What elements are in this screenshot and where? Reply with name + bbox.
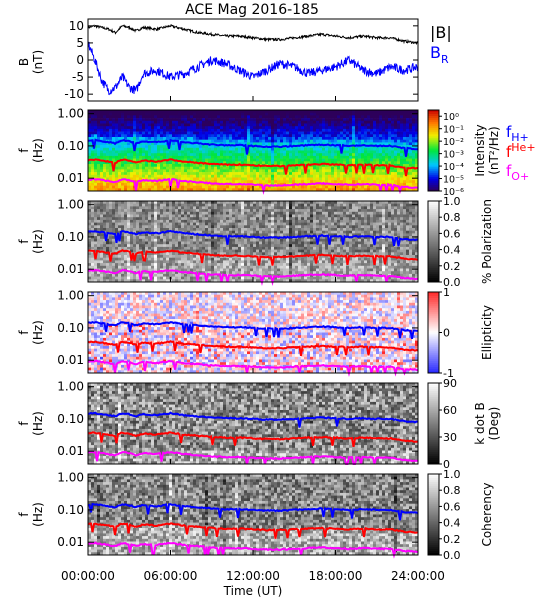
colorbar-label: k dot B bbox=[473, 402, 487, 444]
y-tick-label: 5 bbox=[76, 36, 84, 50]
colorbar-tick-label: 0.4 bbox=[443, 244, 461, 257]
y-tick-label: 1.00 bbox=[57, 289, 84, 303]
legend-f-he: fHe+ bbox=[506, 141, 536, 161]
chart-title: ACE Mag 2016-185 bbox=[185, 2, 319, 18]
colorbar-tick-label: 60 bbox=[443, 404, 457, 417]
y-axis-label: f bbox=[17, 421, 31, 426]
colorbar-tick-label: 10⁰ bbox=[443, 112, 459, 123]
x-tick-label: 18:00:00 bbox=[309, 569, 363, 583]
colorbar-coherency: 1.0 0.8 0.6 0.4 0.2 0.0 Coherency bbox=[428, 468, 494, 562]
series-line-b-radial bbox=[88, 41, 418, 95]
y-tick-label: 0.10 bbox=[57, 230, 84, 244]
colorbar-polarization: 1.00.80.60.40.20.0% Polarization bbox=[428, 195, 494, 289]
colorbar-tick-label: 10⁻² bbox=[443, 137, 464, 148]
colorbar-tick-label: 10⁻⁵ bbox=[443, 175, 464, 186]
y-tick-label: 1.00 bbox=[57, 380, 84, 394]
heatmap-intensity bbox=[88, 110, 418, 191]
x-tick-label: 00:00:00 bbox=[61, 569, 115, 583]
y-tick-label: -5 bbox=[72, 70, 84, 84]
colorbar-tick-label: 10⁻⁴ bbox=[443, 162, 464, 173]
y-tick-label: 0.01 bbox=[57, 171, 84, 185]
y-axis-label: (Hz) bbox=[31, 320, 45, 345]
colorbar-intensity: 10⁰10⁻¹10⁻²10⁻³10⁻⁴10⁻⁵10⁻⁶Intensity(nT²… bbox=[428, 110, 501, 198]
colorbar-tick-label: 0.2 bbox=[443, 260, 461, 273]
colorbar-label: Intensity bbox=[473, 124, 487, 176]
y-axis-label: f bbox=[17, 148, 31, 153]
spectral-panel-intensity: 1.00 0.10 0.01 f(Hz) 10⁰ 10⁻¹10⁻² 10⁻³10⁻⁴ 10⁻⁵… bbox=[17, 107, 501, 198]
legend-b-magnitude: |B| bbox=[430, 23, 452, 42]
y-tick-label: 0.01 bbox=[57, 353, 84, 367]
y-tick-label: 0.10 bbox=[57, 139, 84, 153]
x-axis-label: Time (UT) bbox=[223, 584, 283, 598]
x-tick-label: 12:00:00 bbox=[226, 569, 280, 583]
colorbar-tick-label: 0.4 bbox=[443, 517, 461, 530]
colorbar-tick-label: 0 bbox=[443, 327, 450, 340]
colorbar-tick-label: 1.0 bbox=[443, 195, 461, 208]
series-line-b-magnitude bbox=[88, 25, 418, 44]
species-legend: fH+ fHe+ fO+ bbox=[506, 123, 536, 183]
colorbar-label: Ellipticity bbox=[480, 305, 494, 360]
y-tick-label: 0.01 bbox=[57, 444, 84, 458]
y-tick-label: -10 bbox=[64, 87, 84, 101]
y-tick-label: 0.10 bbox=[57, 321, 84, 335]
heatmap-ellipticity bbox=[88, 292, 418, 373]
y-axis-label: f bbox=[17, 512, 31, 517]
colorbar-label: (Deg) bbox=[487, 407, 501, 441]
colorbar-label: Coherency bbox=[480, 482, 494, 546]
y-axis-label: (Hz) bbox=[31, 138, 45, 163]
colorbar-tick-label: 0.8 bbox=[443, 484, 461, 497]
y-tick-label: 0.10 bbox=[57, 503, 84, 517]
y-tick-label: 10 bbox=[69, 19, 84, 33]
x-tick-label: 24:00:00 bbox=[391, 569, 445, 583]
colorbar-tick-label: 0.6 bbox=[443, 500, 461, 513]
colorbar-tick-label: 0.0 bbox=[443, 549, 461, 562]
colorbar-tick-label: 0.8 bbox=[443, 211, 461, 224]
heatmap-coherency bbox=[88, 474, 418, 555]
colorbar-tick-label: 1 bbox=[443, 286, 450, 299]
y-axis-label: (Hz) bbox=[31, 502, 45, 527]
legend-b-radial: BR bbox=[430, 43, 449, 66]
heatmap-polarization bbox=[88, 201, 418, 282]
y-tick-label: 1.00 bbox=[57, 198, 84, 212]
colorbar-tick-label: 0.6 bbox=[443, 227, 461, 240]
y-tick-label: 1.00 bbox=[57, 107, 84, 121]
colorbar-tick-label: 10⁻³ bbox=[443, 150, 464, 161]
heatmap-kdotb bbox=[88, 383, 418, 464]
b-field-ylabel-2: (nT) bbox=[31, 50, 45, 74]
y-axis-label: (Hz) bbox=[31, 411, 45, 436]
spectral-panel-coherency: 1.00 0.10 0.01 f(Hz) 1.0 0.8 0.6 0.4 0.2 0.0 Coher… bbox=[17, 468, 494, 562]
y-tick-label: 0.01 bbox=[57, 262, 84, 276]
colorbar-tick-label: 10⁻¹ bbox=[443, 125, 464, 136]
x-tick-label: 06:00:00 bbox=[144, 569, 198, 583]
y-axis-label: f bbox=[17, 239, 31, 244]
y-tick-label: 1.00 bbox=[57, 471, 84, 485]
y-axis-label: (Hz) bbox=[31, 229, 45, 254]
y-axis-label: f bbox=[17, 330, 31, 335]
y-tick-label: 0.01 bbox=[57, 535, 84, 549]
colorbar-label: % Polarization bbox=[480, 199, 494, 284]
legend-f-o: fO+ bbox=[506, 162, 529, 183]
spectral-panel-polarization: 1.000.100.01f(Hz)1.00.80.60.40.20.0% Pol… bbox=[17, 195, 494, 289]
colorbar-tick-label: 90 bbox=[443, 377, 457, 390]
b-field-ylabel-1: B bbox=[17, 58, 31, 66]
time-axis: 00:00:00 06:00:00 12:00:00 18:00:00 24:0… bbox=[61, 569, 445, 598]
colorbar-tick-label: 1.0 bbox=[443, 468, 461, 481]
colorbar-label: (nT²/Hz) bbox=[487, 126, 501, 174]
colorbar-tick-label: 30 bbox=[443, 431, 457, 444]
colorbar-tick-label: 0.2 bbox=[443, 533, 461, 546]
b-field-panel: 10 5 0 -5 -10 B (nT) |B| BR bbox=[17, 19, 452, 101]
y-tick-label: 0.10 bbox=[57, 412, 84, 426]
y-tick-label: 0 bbox=[76, 53, 84, 67]
